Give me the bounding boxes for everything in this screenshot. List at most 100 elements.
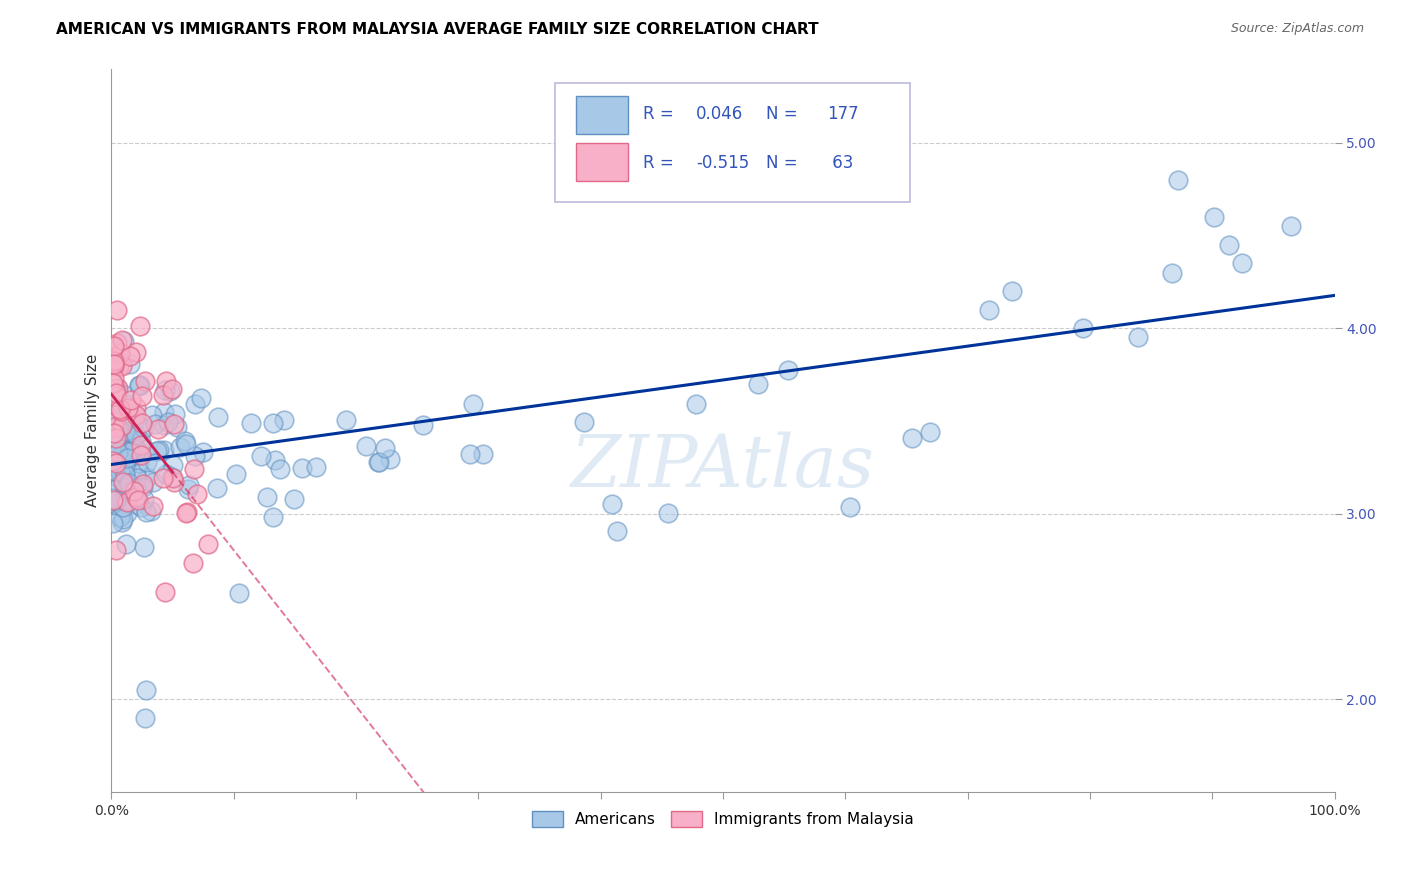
Point	[107, 336, 129, 351]
Point	[163, 475, 186, 490]
Point	[124, 441, 146, 455]
Point	[110, 404, 132, 418]
Point	[166, 420, 188, 434]
Point	[1167, 173, 1189, 187]
Point	[103, 382, 125, 396]
Point	[103, 359, 125, 374]
Point	[174, 436, 197, 450]
Point	[122, 407, 145, 421]
Point	[105, 542, 128, 557]
Point	[108, 415, 131, 429]
Point	[174, 434, 197, 449]
Point	[124, 400, 146, 414]
Point	[143, 456, 166, 470]
Point	[1128, 330, 1150, 344]
Point	[197, 537, 219, 551]
Point	[291, 461, 314, 475]
Point	[101, 401, 124, 416]
Point	[141, 408, 163, 422]
Point	[159, 384, 181, 398]
Point	[110, 422, 132, 436]
Point	[104, 351, 127, 365]
Point	[101, 462, 124, 476]
Point	[112, 475, 135, 489]
Point	[179, 477, 201, 491]
Point	[160, 382, 183, 396]
Point	[186, 487, 208, 501]
Point	[110, 398, 132, 412]
Point	[129, 438, 152, 452]
Point	[117, 451, 139, 466]
Point	[1001, 284, 1024, 298]
Point	[114, 434, 136, 448]
Point	[176, 482, 198, 496]
Point	[920, 425, 942, 439]
Text: 177: 177	[827, 105, 859, 123]
Point	[120, 432, 142, 446]
Point	[103, 425, 125, 440]
Point	[128, 378, 150, 392]
Point	[174, 506, 197, 520]
Point	[112, 500, 135, 514]
Point	[153, 443, 176, 458]
Point	[183, 556, 205, 570]
Point	[228, 586, 250, 600]
Point	[114, 537, 136, 551]
Point	[104, 441, 127, 455]
Point	[104, 432, 127, 446]
Point	[117, 477, 139, 491]
Point	[112, 334, 135, 348]
Text: R =: R =	[644, 105, 675, 123]
Point	[657, 507, 679, 521]
Point	[378, 452, 401, 467]
Point	[108, 447, 131, 461]
Point	[134, 421, 156, 435]
Point	[165, 407, 187, 421]
Point	[112, 464, 135, 478]
Point	[118, 349, 141, 363]
Point	[134, 711, 156, 725]
Point	[110, 473, 132, 487]
Point	[142, 500, 165, 514]
Point	[107, 496, 129, 510]
Point	[103, 339, 125, 353]
Point	[134, 442, 156, 456]
Point	[114, 442, 136, 457]
Point	[183, 462, 205, 476]
Point	[104, 353, 127, 368]
Point	[108, 478, 131, 492]
Point	[249, 450, 271, 464]
Point	[125, 408, 148, 422]
Point	[190, 391, 212, 405]
Point	[152, 387, 174, 401]
Point	[747, 377, 769, 392]
Legend: Americans, Immigrants from Malaysia: Americans, Immigrants from Malaysia	[524, 804, 921, 835]
Point	[127, 493, 149, 508]
Point	[1230, 256, 1253, 270]
Point	[107, 445, 129, 459]
Point	[305, 460, 328, 475]
Point	[101, 422, 124, 436]
Point	[125, 442, 148, 457]
Point	[105, 405, 128, 419]
Point	[111, 468, 134, 483]
Point	[412, 417, 434, 432]
Point	[108, 359, 131, 374]
Point	[162, 470, 184, 484]
Point	[104, 464, 127, 478]
Point	[105, 382, 128, 396]
Point	[107, 412, 129, 426]
Point	[264, 453, 287, 467]
Point	[101, 452, 124, 467]
Point	[103, 357, 125, 371]
Point	[225, 467, 247, 481]
Point	[367, 454, 389, 468]
Point	[132, 477, 155, 491]
Point	[124, 413, 146, 427]
Point	[120, 393, 142, 408]
Point	[101, 376, 124, 391]
Point	[134, 374, 156, 388]
Point	[111, 418, 134, 433]
Point	[240, 416, 263, 430]
Point	[108, 346, 131, 360]
